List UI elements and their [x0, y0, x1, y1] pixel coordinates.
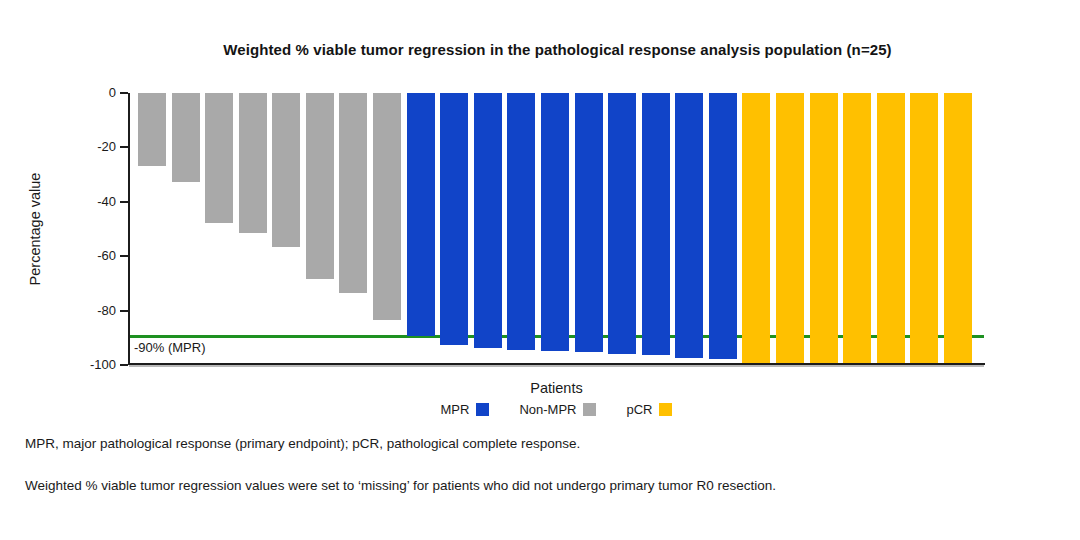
bar-non-mpr — [373, 93, 401, 320]
bar-mpr — [407, 93, 435, 336]
legend-label: pCR — [626, 402, 652, 417]
y-tick-label: -80 — [66, 303, 116, 318]
bar-non-mpr — [339, 93, 367, 293]
bar-mpr — [675, 93, 703, 358]
y-tick-mark — [120, 310, 128, 312]
bar-non-mpr — [138, 93, 166, 166]
legend-label: Non-MPR — [519, 402, 576, 417]
waterfall-chart-figure: Weighted % viable tumor regression in th… — [0, 0, 1080, 540]
footnote: MPR, major pathological response (primar… — [25, 436, 1065, 451]
mpr-threshold-label: -90% (MPR) — [134, 340, 206, 355]
chart-title: Weighted % viable tumor regression in th… — [130, 41, 985, 58]
legend-swatch — [476, 403, 489, 416]
bar-non-mpr — [239, 93, 267, 233]
bar-mpr — [642, 93, 670, 355]
y-tick-label: -60 — [66, 248, 116, 263]
y-tick-mark — [120, 201, 128, 203]
legend-item-non-mpr: Non-MPR — [519, 402, 596, 417]
footnotes: MPR, major pathological response (primar… — [25, 436, 1065, 520]
bar-pcr — [742, 93, 770, 363]
y-tick-mark — [120, 146, 128, 148]
bar-non-mpr — [205, 93, 233, 223]
bars-container — [138, 93, 972, 363]
legend-item-mpr: MPR — [441, 402, 490, 417]
legend-item-pcr: pCR — [626, 402, 672, 417]
y-tick-label: -20 — [66, 139, 116, 154]
y-tick-mark — [120, 364, 128, 366]
bar-mpr — [507, 93, 535, 350]
bar-mpr — [575, 93, 603, 352]
bar-pcr — [910, 93, 938, 363]
bar-pcr — [877, 93, 905, 363]
legend-swatch — [659, 403, 672, 416]
y-tick-label: -100 — [66, 357, 116, 372]
bar-pcr — [810, 93, 838, 363]
bar-mpr — [541, 93, 569, 351]
legend-label: MPR — [441, 402, 470, 417]
y-tick-label: -40 — [66, 194, 116, 209]
bar-pcr — [776, 93, 804, 363]
bar-mpr — [608, 93, 636, 354]
y-tick-mark — [120, 92, 128, 94]
bar-mpr — [440, 93, 468, 345]
plot-area: -90% (MPR) — [128, 93, 985, 365]
bar-pcr — [944, 93, 972, 363]
bar-non-mpr — [306, 93, 334, 279]
footnote: Weighted % viable tumor regression value… — [25, 478, 1065, 493]
bar-mpr — [709, 93, 737, 359]
legend-swatch — [583, 403, 596, 416]
bar-non-mpr — [172, 93, 200, 182]
bar-pcr — [843, 93, 871, 363]
bar-mpr — [474, 93, 502, 348]
y-tick-label: 0 — [66, 85, 116, 100]
bar-non-mpr — [272, 93, 300, 247]
x-axis-label: Patients — [128, 380, 985, 396]
y-tick-mark — [120, 255, 128, 257]
chart-legend: MPR Non-MPR pCR — [128, 402, 985, 417]
